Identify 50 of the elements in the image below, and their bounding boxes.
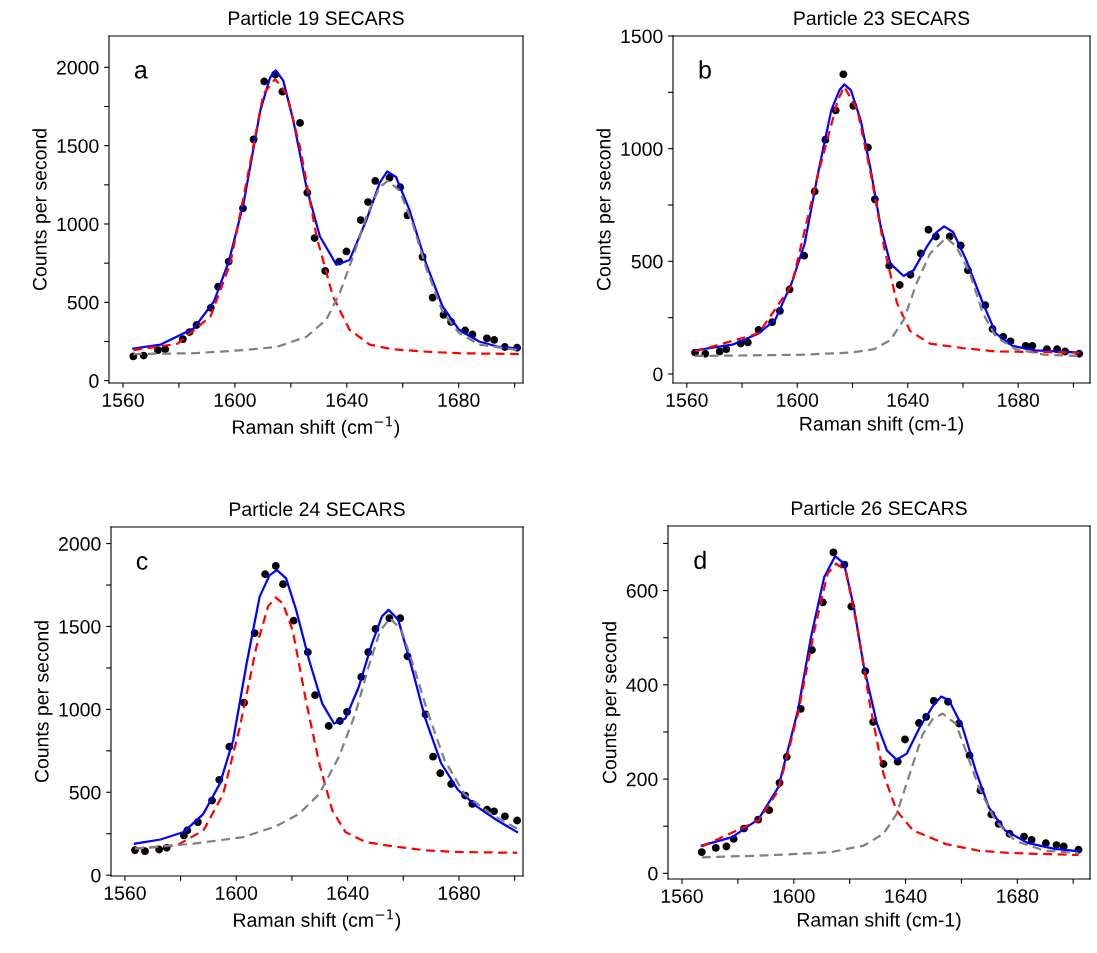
y-tick-label: 2000 bbox=[59, 537, 101, 551]
x-tick-label: 1600 bbox=[214, 393, 256, 407]
x-tick-label: 1560 bbox=[661, 889, 703, 903]
y-axis-title: Counts per second bbox=[596, 129, 615, 291]
y-tick-label: 500 bbox=[631, 254, 663, 269]
annotation: a bbox=[134, 64, 148, 79]
y-tick-label: 2000 bbox=[57, 60, 99, 75]
x-tick-label: 1680 bbox=[438, 886, 480, 900]
y-axis-title: Counts per second bbox=[34, 621, 53, 783]
chart-title: Particle 23 SECARS bbox=[794, 10, 970, 26]
x-tick-label: 1560 bbox=[102, 393, 144, 407]
x-axis-title: Raman shift (cm-1) bbox=[797, 912, 961, 931]
y-tick-label: 400 bbox=[626, 678, 658, 693]
y-tick-label: 1000 bbox=[621, 142, 663, 156]
y-tick-label: 500 bbox=[69, 785, 101, 800]
x-tick-label: 1600 bbox=[777, 393, 819, 407]
y-tick-label: 600 bbox=[626, 584, 658, 598]
x-tick-label: 1640 bbox=[327, 886, 369, 900]
x-axis-title: Raman shift (cm-1) bbox=[800, 416, 963, 435]
x-axis-title: Raman shift (cm$^{−1}$) bbox=[234, 909, 401, 931]
y-tick-label: 500 bbox=[67, 295, 99, 310]
x-tick-label: 1680 bbox=[997, 889, 1039, 903]
y-axis-title: Counts per second bbox=[32, 129, 51, 291]
y-tick-label: 1000 bbox=[59, 702, 101, 717]
y-tick-label: 0 bbox=[653, 367, 663, 382]
x-tick-label: 1640 bbox=[326, 393, 368, 407]
x-tick-label: 1560 bbox=[104, 886, 146, 900]
chart-title: Particle 26 SECARS bbox=[791, 500, 967, 516]
chart-title: Particle 24 SECARS bbox=[229, 501, 405, 517]
x-tick-label: 1600 bbox=[773, 889, 815, 903]
x-tick-label: 1640 bbox=[885, 889, 927, 903]
x-tick-label: 1640 bbox=[887, 393, 929, 407]
y-tick-label: 1500 bbox=[59, 619, 101, 634]
y-axis-title: Counts per second bbox=[602, 622, 621, 784]
x-tick-label: 1680 bbox=[438, 393, 480, 407]
annotation: b bbox=[699, 60, 711, 79]
x-tick-label: 1680 bbox=[998, 393, 1040, 407]
annotation: d bbox=[694, 550, 706, 570]
x-tick-label: 1560 bbox=[666, 393, 708, 407]
y-tick-label: 0 bbox=[648, 866, 658, 881]
y-tick-label: 1000 bbox=[57, 217, 99, 232]
x-tick-label: 1600 bbox=[216, 886, 258, 900]
x-axis-title: Raman shift (cm$^{−1}$) bbox=[233, 416, 400, 438]
annotation: c bbox=[136, 556, 148, 570]
chart-title: Particle 19 SECARS bbox=[228, 10, 404, 26]
y-tick-label: 1500 bbox=[621, 29, 663, 44]
y-tick-label: 200 bbox=[626, 772, 658, 787]
y-tick-label: 0 bbox=[89, 374, 99, 388]
y-tick-label: 0 bbox=[91, 868, 101, 883]
y-tick-label: 1500 bbox=[57, 139, 99, 153]
